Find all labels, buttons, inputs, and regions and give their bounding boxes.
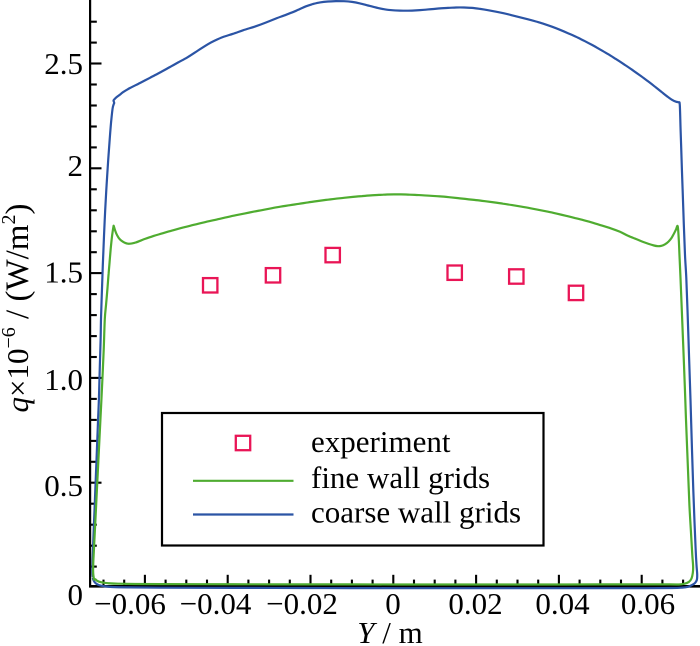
svg-text:fine wall grids: fine wall grids [311,460,490,495]
svg-text:2: 2 [68,148,84,183]
svg-text:experiment: experiment [311,424,451,459]
svg-text:2.5: 2.5 [44,46,83,81]
svg-text:0: 0 [68,577,84,612]
svg-text:0.06: 0.06 [621,586,675,621]
svg-text:q×10−6 / (W/m2): q×10−6 / (W/m2) [0,204,36,413]
svg-text:0.02: 0.02 [448,586,502,621]
svg-text:coarse wall grids: coarse wall grids [311,495,521,530]
svg-text:−0.04: −0.04 [180,586,252,621]
svg-text:1.5: 1.5 [44,255,83,290]
svg-text:0.5: 0.5 [44,468,83,503]
svg-text:0.04: 0.04 [535,586,590,621]
svg-text:−0.06: −0.06 [94,586,166,621]
svg-text:Y / m: Y / m [357,615,422,646]
svg-text:1.0: 1.0 [44,362,83,397]
svg-text:−0.02: −0.02 [266,586,338,621]
svg-text:0: 0 [385,586,401,621]
